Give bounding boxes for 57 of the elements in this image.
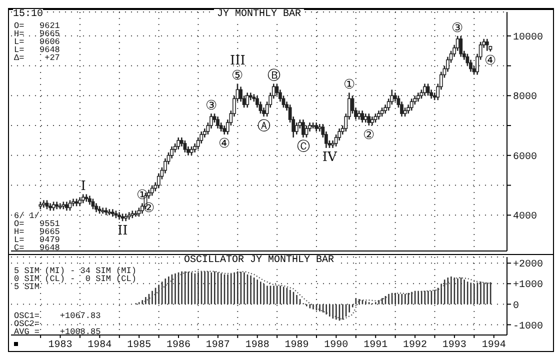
- candlestick: [183, 140, 187, 154]
- annotation: ④: [484, 54, 497, 69]
- annotation: OSC1= +1067.83 OSC2= AVG = +1008.85: [14, 311, 101, 337]
- candlestick: [304, 124, 308, 138]
- y-tick-label: 8000: [513, 92, 538, 104]
- annotation: 5 SIM (MI) - 34 SIM (MI) 0 SIM (CL) - 0 SIM (CL) 5 SIM: [14, 266, 136, 292]
- candlestick: [485, 38, 489, 52]
- chart-subtitle: 15:10: [13, 9, 44, 21]
- annotation: ④: [218, 136, 231, 152]
- annotation: ⑤: [232, 68, 244, 84]
- annotation: Ⓐ: [257, 118, 270, 134]
- x-tick-label: 1991: [364, 340, 388, 352]
- x-tick-label: 1990: [324, 340, 348, 352]
- candlestick: [410, 98, 414, 112]
- x-tick-label: 1993: [442, 340, 466, 352]
- y-tick-label: +2000: [513, 260, 544, 271]
- line-series: [135, 270, 492, 320]
- candlestick: [423, 83, 426, 96]
- annotation: O= 9621 H= 9665 L= 9606 L= 9648 Δ= +27: [14, 21, 60, 63]
- x-tick-label: 1989: [284, 340, 309, 352]
- annotation: ①: [343, 78, 356, 93]
- x-tick-label: 1988: [245, 340, 270, 352]
- chart-title: JY MONTHLY BAR: [214, 9, 304, 20]
- candlestick: [459, 35, 463, 58]
- candlestick: [176, 136, 180, 150]
- annotation: Ⓑ: [267, 68, 280, 84]
- y-tick-label: -1000: [513, 321, 544, 332]
- candlestick: [294, 122, 298, 136]
- y-tick-label: 6000: [513, 152, 538, 163]
- annotation: IV: [322, 150, 338, 166]
- annotation: Ⓒ: [296, 140, 310, 155]
- annotation: 6/ 1/ O= 9551 H= 9665 L= 9479 C= 9648: [14, 211, 60, 253]
- y-tick-label: 10000: [513, 32, 544, 44]
- candlestick: [367, 112, 371, 126]
- annotation: ③: [452, 20, 464, 36]
- x-tick-label: 1994: [482, 340, 506, 352]
- annotation: II: [118, 223, 128, 238]
- annotation: I: [80, 179, 86, 194]
- chart-title: OSCILLATOR JY MONTHLY BAR: [180, 255, 338, 266]
- candlestick: [360, 110, 364, 124]
- x-tick-label: 1986: [166, 340, 191, 352]
- candlestick: [302, 118, 305, 138]
- x-tick-label: 1985: [127, 340, 152, 352]
- x-tick-label: 1987: [206, 340, 230, 352]
- candlestick: [246, 92, 250, 108]
- annotation: ②: [363, 128, 376, 143]
- x-tick-label: 1984: [88, 340, 112, 352]
- y-tick-label: 4000: [513, 212, 538, 223]
- annotation: ②: [142, 200, 155, 216]
- x-tick-label: 1992: [403, 340, 428, 352]
- annotation: ③: [205, 98, 218, 114]
- x-tick-label: 1983: [48, 340, 72, 352]
- y-tick-label: +1000: [513, 280, 544, 292]
- candlestick: [150, 184, 154, 196]
- annotation: III: [230, 54, 246, 69]
- candlestick: [216, 116, 220, 130]
- y-tick-label: 0: [513, 300, 520, 312]
